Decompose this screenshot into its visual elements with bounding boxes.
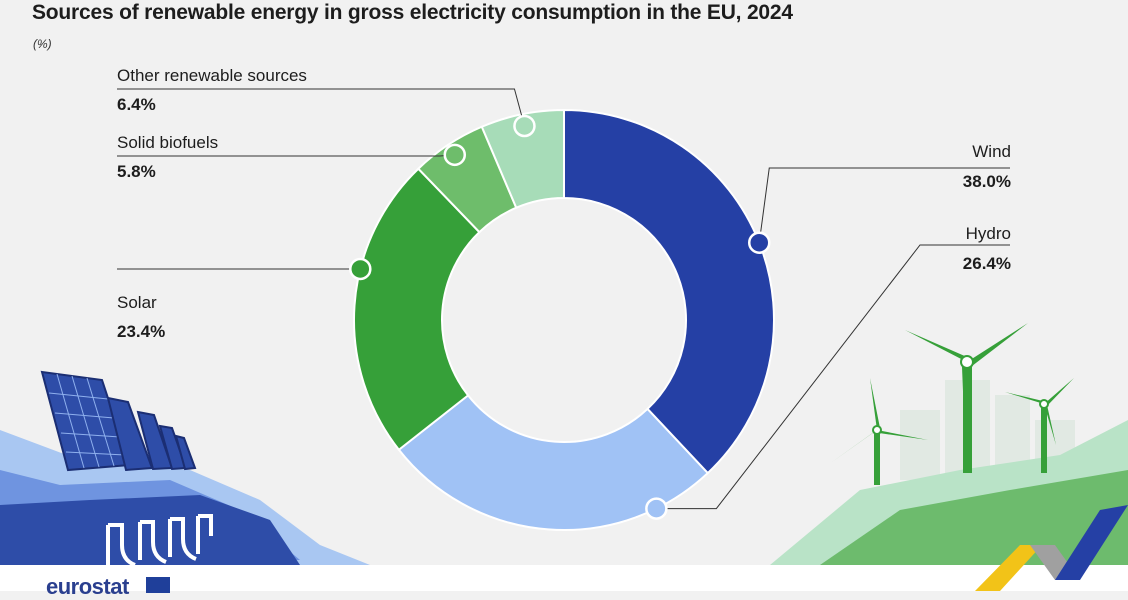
donut-slice-other-renewable — [480, 108, 565, 210]
leader-lines — [117, 88, 1010, 520]
slice-label-other-renewable: Other renewable sources — [117, 66, 307, 85]
eurostat-logo: eurostat — [46, 574, 129, 599]
leader-line-other-renewable — [117, 88, 525, 127]
donut-chart — [353, 108, 775, 531]
slice-value-solid-biofuels: 5.8% — [117, 162, 156, 181]
decorative-landscape — [0, 323, 1128, 591]
leader-line-wind — [758, 167, 1010, 243]
slice-value-hydro: 26.4% — [962, 254, 1011, 273]
slice-value-other-renewable: 6.4% — [117, 95, 156, 114]
eu-flag-icon — [146, 577, 170, 593]
slice-label-solar: Solar — [117, 293, 157, 312]
slice-value-wind: 38.0% — [962, 172, 1011, 191]
leader-line-solid-biofuels — [117, 154, 455, 157]
slice-marker-solid-biofuels — [443, 143, 467, 167]
eu-corner-logo — [975, 505, 1128, 591]
slice-label-wind: Wind — [972, 142, 1011, 161]
slice-label-solid-biofuels: Solid biofuels — [117, 133, 219, 152]
solar-panel-icon — [40, 370, 197, 472]
slice-label-hydro: Hydro — [965, 224, 1011, 243]
donut-slice-wind — [563, 108, 775, 475]
slice-marker-hydro — [645, 497, 668, 520]
wind-turbine-icon — [832, 323, 1074, 485]
slice-marker-solar — [349, 257, 372, 281]
slice-marker-other-renewable — [513, 114, 536, 138]
slice-marker-wind — [748, 231, 771, 254]
unit-label: (%) — [33, 37, 52, 51]
donut-slice-solar — [353, 167, 481, 452]
donut-slice-hydro — [397, 393, 710, 531]
chart-title: Sources of renewable energy in gross ele… — [32, 1, 793, 24]
slice-value-solar: 23.4% — [117, 322, 166, 341]
hydro-dam-icon — [106, 514, 213, 567]
leader-line-hydro — [656, 244, 1010, 510]
